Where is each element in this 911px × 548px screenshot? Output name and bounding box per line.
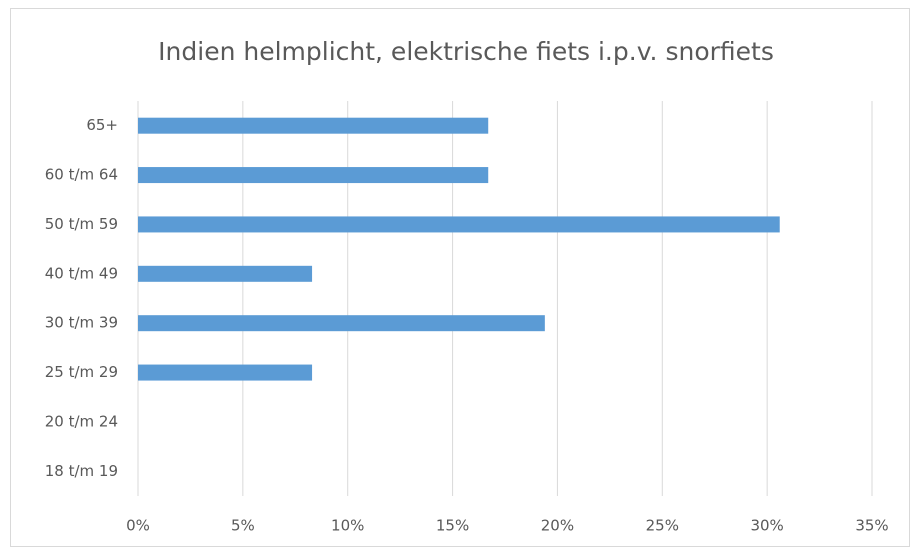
y-tick-label: 65+ — [86, 116, 118, 134]
y-tick-label: 50 t/m 59 — [45, 215, 118, 233]
x-tick-label: 5% — [231, 517, 255, 535]
y-tick-label: 20 t/m 24 — [45, 412, 118, 430]
bar — [138, 265, 313, 282]
x-tick-label: 10% — [331, 517, 364, 535]
y-tick-label: 40 t/m 49 — [45, 264, 118, 282]
x-tick-label: 0% — [126, 517, 150, 535]
x-tick-label: 35% — [855, 517, 888, 535]
bar — [138, 364, 313, 381]
chart-title: Indien helmplicht, elektrische fiets i.p… — [158, 37, 774, 66]
x-tick-label: 15% — [436, 517, 469, 535]
y-tick-label: 60 t/m 64 — [45, 166, 118, 184]
bar — [138, 117, 489, 134]
x-tick-label: 25% — [646, 517, 679, 535]
bar — [138, 216, 780, 233]
y-tick-label: 18 t/m 19 — [45, 462, 118, 480]
bar — [138, 315, 545, 332]
bar — [138, 167, 489, 184]
y-tick-label: 25 t/m 29 — [45, 363, 118, 381]
x-tick-label: 20% — [541, 517, 574, 535]
x-tick-label: 30% — [750, 517, 783, 535]
y-tick-label: 30 t/m 39 — [45, 314, 118, 332]
